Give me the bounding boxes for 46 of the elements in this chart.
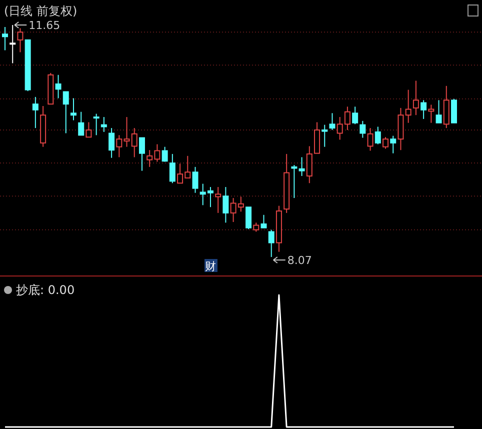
- candlestick: [398, 107, 404, 151]
- candlestick: [86, 122, 92, 138]
- candlestick: [169, 153, 176, 184]
- candlestick: [390, 135, 396, 154]
- candlestick: [352, 106, 358, 125]
- candlestick: [420, 100, 427, 120]
- candlestick: [428, 104, 434, 124]
- chart-title: (日线 前复权): [4, 4, 78, 18]
- candlestick: [215, 186, 222, 214]
- candlestick: [2, 26, 8, 51]
- candlestick: [222, 186, 229, 224]
- candlestick: [246, 206, 252, 230]
- candlestick: [268, 229, 274, 258]
- candlestick: [78, 111, 84, 136]
- candlestick: [322, 124, 328, 148]
- candlestick: [62, 91, 69, 134]
- candlestick: [70, 98, 76, 121]
- candlestick: [138, 137, 145, 172]
- candlestick: [55, 74, 62, 99]
- candlestick: [162, 146, 168, 162]
- candlestick: [412, 80, 419, 116]
- candlestick: [367, 128, 374, 152]
- candlestick: [32, 96, 38, 129]
- candlestick: [436, 100, 442, 124]
- candlestick: [291, 164, 298, 199]
- candlestick: [192, 166, 198, 194]
- candlestick: [405, 89, 412, 124]
- text: 财: [204, 260, 216, 273]
- candlestick: [298, 156, 305, 176]
- candlestick: [17, 28, 24, 53]
- candlestick: [360, 120, 366, 138]
- candlestick: [253, 222, 260, 232]
- candlestick: [382, 136, 389, 150]
- annotation: 11.65: [28, 19, 60, 32]
- candlestick: [108, 128, 115, 158]
- chart-title: 抄底: 0.00: [16, 283, 75, 297]
- candlestick: [329, 112, 336, 130]
- candlestick: [93, 113, 100, 136]
- candlestick: [100, 116, 107, 132]
- candlestick: [116, 134, 122, 158]
- candlestick: [10, 24, 16, 64]
- candlestick: [451, 98, 457, 124]
- annotation: 8.07: [287, 254, 312, 267]
- candlestick: [443, 85, 450, 129]
- candlestick: [374, 126, 381, 145]
- candlestick: [260, 214, 267, 228]
